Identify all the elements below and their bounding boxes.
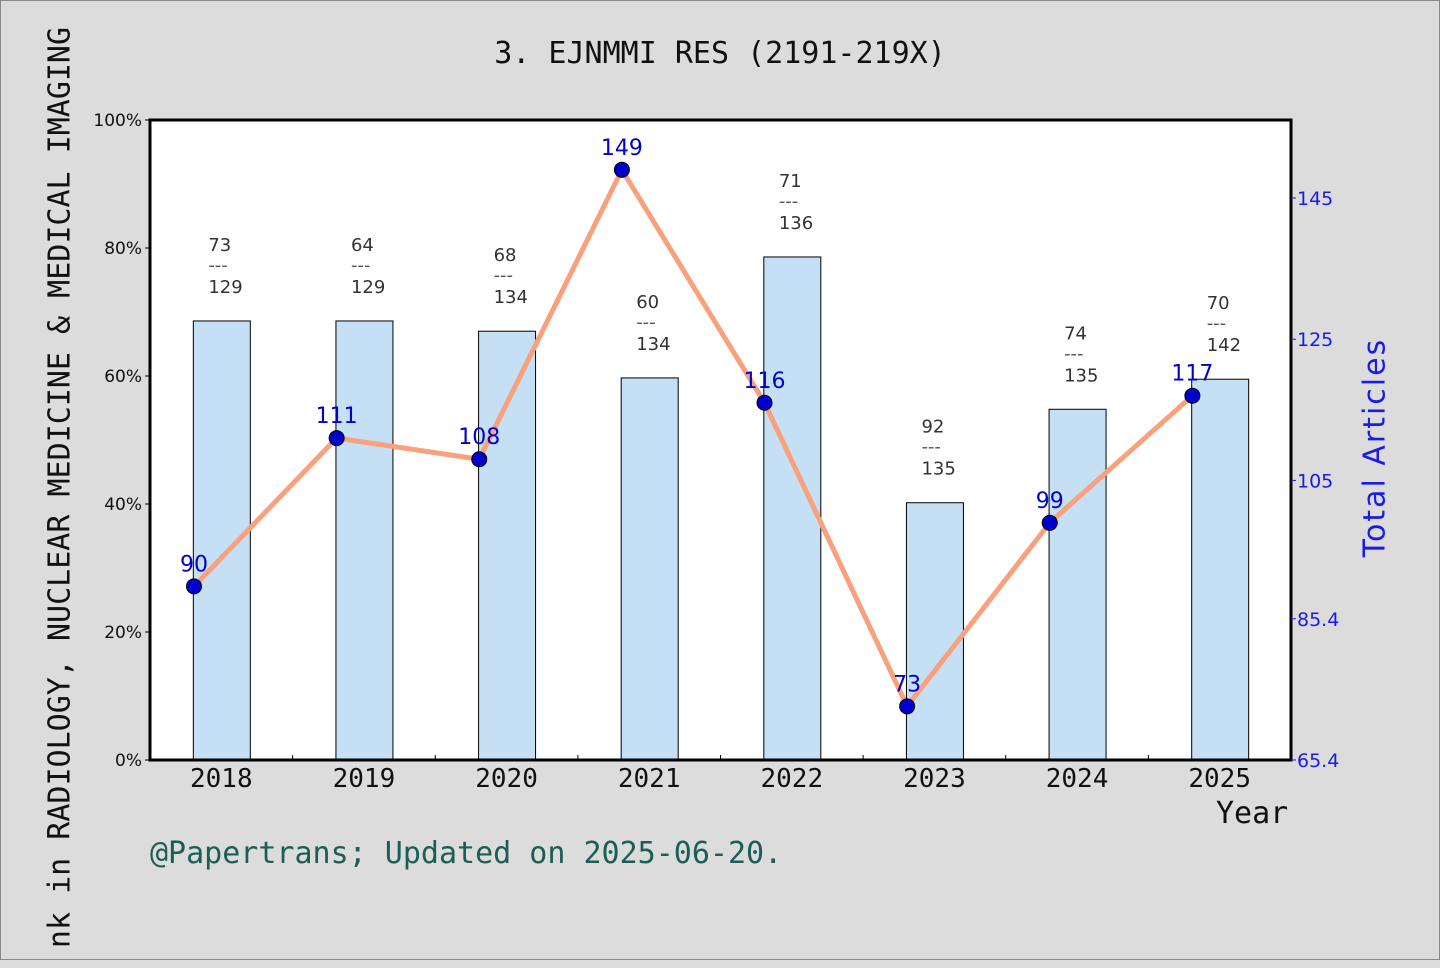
line-value-label: 99 [1036, 489, 1064, 514]
bar-total-label: 129 [208, 277, 242, 298]
line-marker [1041, 514, 1058, 531]
bar-divider: --- [208, 255, 228, 276]
bar-divider: --- [1064, 343, 1084, 364]
line-value-label: 108 [458, 425, 500, 450]
line-marker [328, 430, 345, 447]
x-tick-label: 2025 [1188, 764, 1251, 794]
plot-area [150, 120, 1291, 760]
x-tick-label: 2021 [618, 764, 681, 794]
x-tick-label: 2019 [333, 764, 396, 794]
line-value-label: 117 [1171, 362, 1213, 387]
right-tick-label: 125 [1297, 329, 1333, 351]
bar-divider: --- [494, 265, 514, 286]
footer-credit: @Papertrans; Updated on 2025-06-20. [150, 836, 783, 871]
right-tick-label: 85.4 [1297, 609, 1339, 631]
bar-divider: --- [1207, 313, 1227, 334]
bar-divider: --- [779, 191, 799, 212]
bar-rank-label: 92 [921, 417, 944, 438]
bar-total-label: 142 [1207, 335, 1241, 356]
bar-divider: --- [636, 312, 656, 333]
bar-rank-label: 71 [779, 171, 802, 192]
total-articles-line [192, 164, 1195, 712]
bar-rank-label: 60 [636, 292, 659, 313]
bar-2021 [620, 377, 679, 761]
left-tick-label: 20% [104, 623, 142, 643]
bar-2024 [1048, 408, 1107, 761]
bar-2020 [478, 330, 537, 761]
bar-total-label: 135 [921, 459, 955, 480]
line-marker [613, 161, 630, 178]
right-tick-label: 105 [1297, 470, 1333, 492]
right-tick-label: 65.4 [1297, 750, 1339, 772]
line-value-label: 90 [180, 552, 208, 577]
bar-rank-label: 68 [494, 245, 517, 266]
right-tick-label: 145 [1297, 188, 1333, 210]
left-tick-label: 40% [104, 495, 142, 515]
x-axis-label: Year [1216, 796, 1289, 831]
x-tick-label: 2023 [903, 764, 966, 794]
bar-rank-label: 70 [1207, 293, 1230, 314]
x-tick-label: 2020 [475, 764, 538, 794]
bar-total-label: 134 [636, 334, 670, 355]
bar-total-label: 134 [494, 287, 528, 308]
left-tick-label: 100% [93, 111, 142, 131]
chart-title: 3. EJNMMI RES (2191-219X) [494, 36, 946, 71]
line-marker [186, 578, 202, 595]
bar-2019 [335, 320, 394, 761]
left-tick-label: 60% [104, 367, 142, 387]
bar-total-label: 129 [351, 277, 385, 298]
bar-2023 [905, 502, 964, 761]
x-tick-label: 2018 [190, 764, 253, 794]
bar-2022 [763, 256, 822, 761]
line-value-label: 116 [744, 369, 786, 394]
left-tick-label: 80% [104, 239, 142, 259]
x-tick-label: 2022 [761, 764, 824, 794]
x-tick-label: 2024 [1046, 764, 1109, 794]
line-marker [899, 698, 916, 715]
bar-total-label: 135 [1064, 365, 1098, 386]
line-marker [756, 394, 773, 411]
left-tick-label: 0% [115, 751, 142, 771]
bar-divider: --- [351, 255, 371, 276]
line-marker [1184, 387, 1201, 404]
bar-2025 [1191, 378, 1250, 761]
bar-divider: --- [921, 437, 941, 458]
line-value-label: 73 [893, 672, 921, 697]
bar-2018 [192, 320, 251, 761]
bar-total-label: 136 [779, 213, 813, 234]
bar-rank-label: 64 [351, 235, 374, 256]
line-marker [471, 451, 488, 468]
bar-rank-label: 74 [1064, 323, 1087, 344]
line-value-label: 111 [316, 404, 358, 429]
line-value-label: 149 [601, 136, 643, 161]
bar-rank-label: 73 [208, 235, 231, 256]
